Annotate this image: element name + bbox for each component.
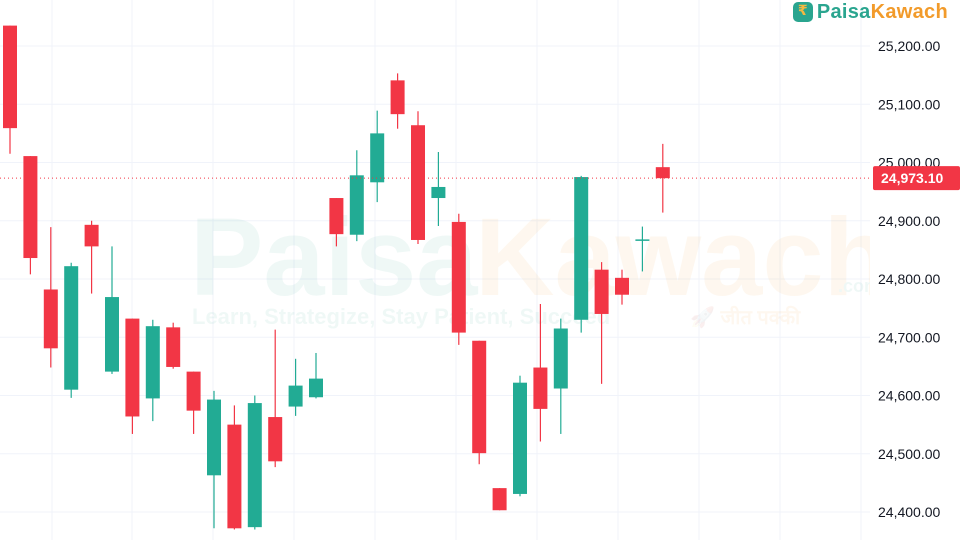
candle-body (553, 328, 568, 389)
watermark-suffix: .com (838, 276, 880, 296)
candle (615, 269, 629, 305)
candle (227, 405, 242, 530)
candle (288, 358, 303, 416)
candle-body (349, 175, 364, 235)
candle-body (533, 367, 548, 409)
candle (309, 352, 323, 399)
candle (574, 175, 589, 333)
candle-body (370, 133, 385, 183)
candle (268, 329, 283, 468)
candle (594, 262, 609, 384)
candle-body (105, 297, 119, 372)
y-tick-label: 24,400.00 (878, 504, 940, 520)
y-tick-label: 24,700.00 (878, 329, 940, 345)
price-axis[interactable]: 25,200.0025,100.0025,000.0024,900.0024,8… (870, 0, 960, 540)
candle-body (411, 125, 425, 240)
candle-body (227, 424, 242, 529)
candle (145, 319, 160, 422)
candle (247, 395, 262, 530)
candle-body (329, 198, 344, 235)
candle (84, 220, 99, 294)
y-tick-label: 24,900.00 (878, 213, 940, 229)
candle (43, 227, 58, 368)
candle (166, 322, 181, 369)
watermark-hindi: 🚀 जीत पक्की (690, 305, 801, 329)
shield-rupee-icon (792, 2, 813, 22)
paisakawach-logo: PaisaKawach (792, 2, 948, 22)
candle (125, 318, 140, 434)
candle-body (268, 417, 283, 462)
candle (390, 73, 405, 129)
candle-body (207, 399, 221, 476)
candles (3, 25, 670, 530)
y-tick-label: 24,600.00 (878, 388, 940, 404)
chart-grid (0, 0, 870, 540)
price-axis-background (870, 0, 960, 540)
candle (207, 390, 221, 529)
y-tick-label: 25,100.00 (878, 96, 940, 112)
candle (451, 213, 466, 345)
candle-body (125, 318, 140, 417)
candle-body (390, 80, 405, 115)
candle-body (309, 378, 323, 398)
candle-body (451, 221, 466, 333)
candle (23, 156, 38, 275)
candle-body (655, 167, 670, 179)
candle (411, 111, 425, 245)
candle-body (472, 340, 487, 454)
candle (472, 340, 487, 465)
candle (370, 110, 385, 203)
logo-text-part1: Paisa (816, 1, 871, 23)
candle (655, 143, 670, 213)
logo-text: PaisaKawach (817, 2, 948, 22)
candle-body (513, 382, 527, 494)
candle-body (166, 327, 181, 367)
candle (533, 304, 548, 442)
candle (349, 150, 364, 242)
candle (513, 375, 527, 497)
candle-body (84, 224, 99, 247)
y-tick-label: 24,500.00 (878, 446, 940, 462)
candle (186, 371, 201, 434)
candle-body (288, 385, 303, 407)
candle-body (492, 488, 507, 511)
candle-body (247, 403, 262, 528)
candle-body (615, 277, 629, 295)
candle (329, 198, 344, 247)
candle-body (3, 25, 17, 129)
last-price-label: 24,973.10 (881, 170, 943, 186)
y-tick-label: 25,200.00 (878, 38, 940, 54)
last-price-tag (873, 166, 960, 191)
logo-text-part2: Kawach (870, 1, 948, 23)
candle (492, 488, 507, 511)
candle (635, 226, 650, 272)
y-tick-label: 24,800.00 (878, 271, 940, 287)
candle-body (64, 266, 79, 390)
watermark-tagline: Learn, Strategize, Stay Patient, Succeed (192, 304, 610, 329)
candle-body (431, 186, 446, 199)
candle (3, 25, 17, 154)
candle-body (43, 289, 58, 349)
candle (105, 246, 119, 374)
candle (553, 318, 568, 434)
candle-body (574, 177, 589, 320)
candle-body (145, 326, 160, 399)
candle-body (635, 239, 650, 241)
candle-body (23, 156, 38, 259)
candle (64, 262, 79, 398)
candle-body (186, 371, 201, 411)
candle-body (594, 269, 609, 314)
watermark-text-part2: Kawach (475, 196, 891, 319)
candle (431, 152, 446, 226)
